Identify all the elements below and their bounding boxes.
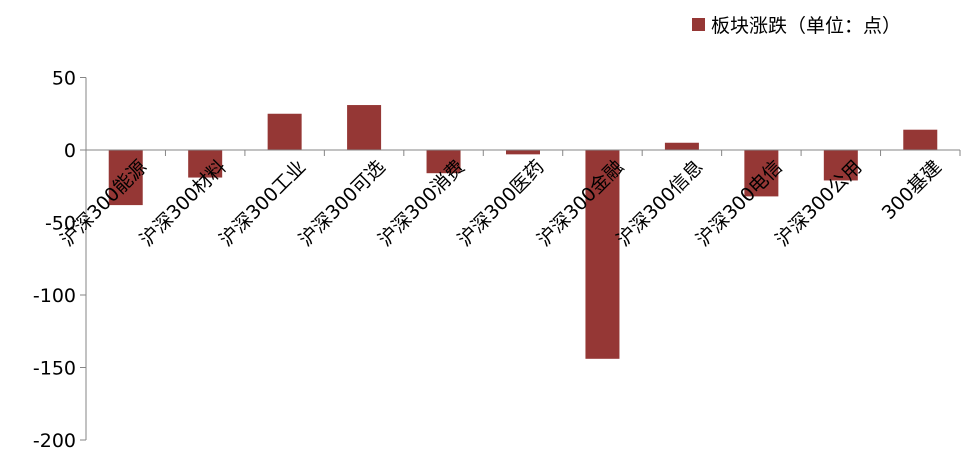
bar (664, 142, 699, 150)
bar (744, 150, 779, 197)
y-tick-label: -200 (33, 430, 76, 451)
bar (108, 150, 143, 206)
y-tick-label: 0 (64, 140, 76, 162)
legend-swatch (692, 17, 705, 31)
bar (188, 150, 223, 178)
bar (823, 150, 858, 181)
y-tick-label: -150 (33, 358, 76, 380)
bar (585, 150, 620, 359)
bar (506, 150, 540, 155)
category-label: 沪深300公用 (771, 156, 866, 251)
bar (903, 129, 938, 150)
y-tick-label: -100 (33, 285, 76, 307)
category-label: 300基建 (878, 156, 946, 224)
y-tick-label: 50 (52, 68, 76, 90)
legend-label: 板块涨跌（单位：点） (711, 14, 902, 37)
y-tick-label: -50 (45, 213, 76, 235)
legend: 板块涨跌（单位：点） (692, 10, 901, 38)
bar (347, 105, 382, 150)
bar (426, 150, 461, 174)
bar (267, 113, 302, 150)
